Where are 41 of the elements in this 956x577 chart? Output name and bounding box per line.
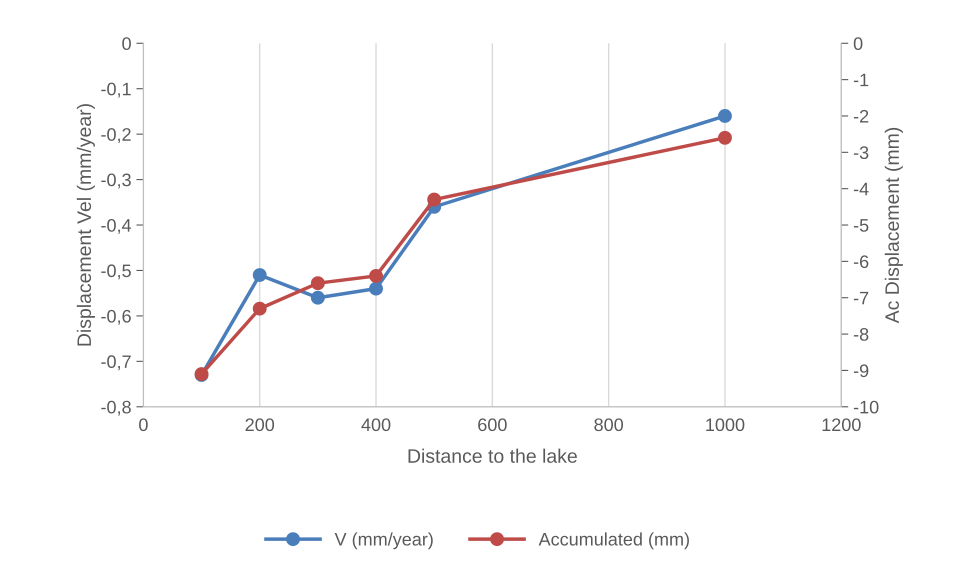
- y2-tick-label: -5: [854, 219, 868, 232]
- point: [252, 302, 267, 316]
- y2-tick-label: -2: [854, 110, 868, 123]
- y2-tick-label: 0: [854, 37, 862, 50]
- x-tick-label: 1000: [706, 418, 744, 432]
- point: [252, 268, 267, 282]
- y2-tick-label: -4: [854, 182, 869, 196]
- legend-label: Accumulated (mm): [538, 532, 689, 550]
- y-tick-label: -0,7: [101, 355, 131, 370]
- y-tick-label: -0,8: [101, 400, 131, 416]
- x-tick-label: 600: [478, 418, 507, 432]
- y2-axis-title: Ac Displacement (mm): [884, 128, 903, 324]
- point: [718, 109, 732, 123]
- point: [310, 290, 325, 305]
- legend-label: V (mm/year): [334, 532, 433, 550]
- point: [369, 282, 383, 296]
- point: [427, 192, 442, 207]
- y-tick-label: -0,2: [101, 128, 131, 144]
- point: [718, 130, 732, 145]
- x-tick-label: 200: [246, 418, 274, 432]
- point: [369, 268, 383, 283]
- y2-tick-label: -10: [854, 400, 878, 414]
- y-tick-label: -0,6: [101, 310, 131, 325]
- y2-tick-label: -7: [854, 292, 868, 304]
- y-tick-label: -0,3: [101, 174, 131, 188]
- y2-tick-label: -9: [854, 364, 868, 378]
- y-tick-label: -0,1: [101, 82, 131, 98]
- y-axis-title: Displacement Vel (mm/year): [76, 104, 95, 346]
- y-tick-label: -0,4: [101, 218, 132, 234]
- y2-tick-label: -6: [854, 255, 868, 268]
- x-tick-label: 400: [361, 418, 390, 432]
- x-tick-label: 1200: [822, 418, 861, 432]
- x-tick-label: 0: [139, 418, 148, 432]
- point: [310, 276, 325, 290]
- y2-tick-label: -8: [854, 328, 868, 341]
- y-tick-label: -0,5: [101, 264, 131, 280]
- y2-tick-label: -1: [854, 74, 868, 86]
- y2-tick-label: -3: [854, 146, 868, 160]
- x-axis-title: Distance to the lake: [408, 448, 577, 463]
- y-tick-label: 0: [122, 37, 131, 50]
- x-tick-label: 800: [594, 418, 624, 432]
